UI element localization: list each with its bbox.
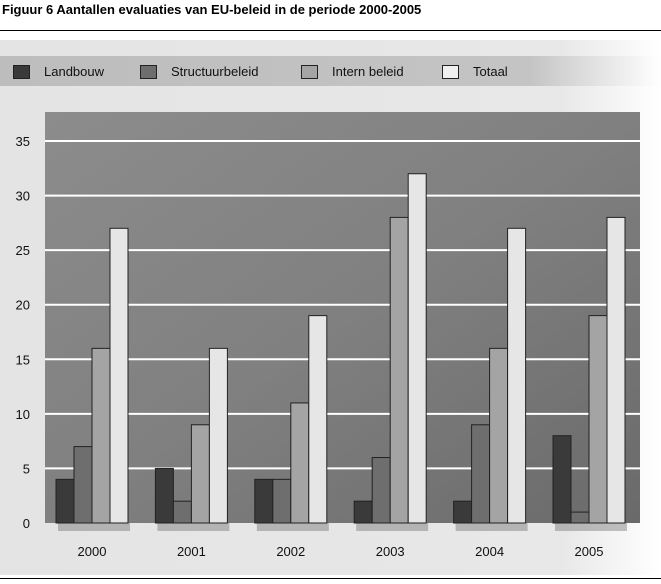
- bar-shadow: [58, 523, 130, 531]
- y-tick-label: 25: [16, 243, 30, 258]
- bar-intern-beleid: [91, 347, 111, 524]
- divider-bottom: [0, 578, 661, 579]
- legend-swatch: [301, 64, 318, 79]
- divider-top: [0, 30, 661, 31]
- bar-shadow: [256, 523, 329, 531]
- bar-intern-beleid: [489, 347, 509, 524]
- legend-item-structuurbeleid: Structuurbeleid: [140, 64, 258, 79]
- bar-landbouw: [254, 478, 274, 524]
- legend-label: Structuurbeleid: [171, 64, 259, 79]
- bar-intern-beleid: [290, 402, 310, 524]
- bar-shadow: [356, 523, 429, 531]
- y-tick-label: 0: [23, 516, 30, 531]
- legend-label: Intern beleid: [332, 64, 404, 79]
- x-tick-label: 2001: [177, 544, 206, 559]
- bar-landbouw: [353, 500, 373, 524]
- bar-shadow: [455, 523, 528, 531]
- bar-totaal: [606, 216, 626, 524]
- bar-landbouw: [552, 435, 572, 524]
- legend-item-landbouw: Landbouw: [13, 64, 104, 79]
- bar-landbouw: [453, 500, 473, 524]
- legend-item-totaal: Totaal: [442, 64, 508, 79]
- x-tick-label: 2003: [376, 544, 405, 559]
- y-tick-label: 15: [16, 352, 30, 367]
- bar-intern-beleid: [190, 424, 210, 524]
- legend-swatch: [140, 64, 157, 79]
- bar-totaal: [109, 227, 129, 524]
- bar-landbouw: [55, 478, 75, 524]
- plot-background: [45, 112, 640, 523]
- x-tick-label: 2000: [78, 544, 107, 559]
- bar-structuurbeleid: [73, 446, 93, 524]
- x-tick-label: 2004: [475, 544, 504, 559]
- bar-structuurbeleid: [272, 478, 292, 524]
- y-tick-label: 35: [16, 134, 30, 149]
- x-tick-label: 2002: [276, 544, 305, 559]
- bar-totaal: [507, 227, 527, 524]
- x-tick-label: 2005: [575, 544, 604, 559]
- legend-swatch: [442, 64, 459, 79]
- bar-intern-beleid: [588, 315, 608, 524]
- legend: Landbouw Structuurbeleid Intern beleid T…: [0, 56, 661, 86]
- chart-title: Figuur 6 Aantallen evaluaties van EU-bel…: [2, 2, 422, 17]
- legend-label: Totaal: [473, 64, 508, 79]
- bar-intern-beleid: [389, 216, 409, 524]
- y-tick-label: 30: [16, 189, 30, 204]
- bar-shadow: [157, 523, 230, 531]
- y-tick-label: 5: [23, 461, 30, 476]
- legend-label: Landbouw: [44, 64, 104, 79]
- bar-totaal: [407, 173, 427, 524]
- bar-shadow: [555, 523, 627, 531]
- y-tick-label: 10: [16, 407, 30, 422]
- bar-structuurbeleid: [371, 457, 391, 524]
- bar-structuurbeleid: [172, 500, 192, 524]
- bar-structuurbeleid: [570, 511, 590, 524]
- y-tick-label: 20: [16, 298, 30, 313]
- legend-swatch: [13, 64, 30, 79]
- legend-item-intern-beleid: Intern beleid: [301, 64, 404, 79]
- bar-totaal: [308, 315, 328, 524]
- bar-landbouw: [154, 467, 174, 524]
- bar-totaal: [208, 347, 228, 524]
- bar-structuurbeleid: [471, 424, 491, 524]
